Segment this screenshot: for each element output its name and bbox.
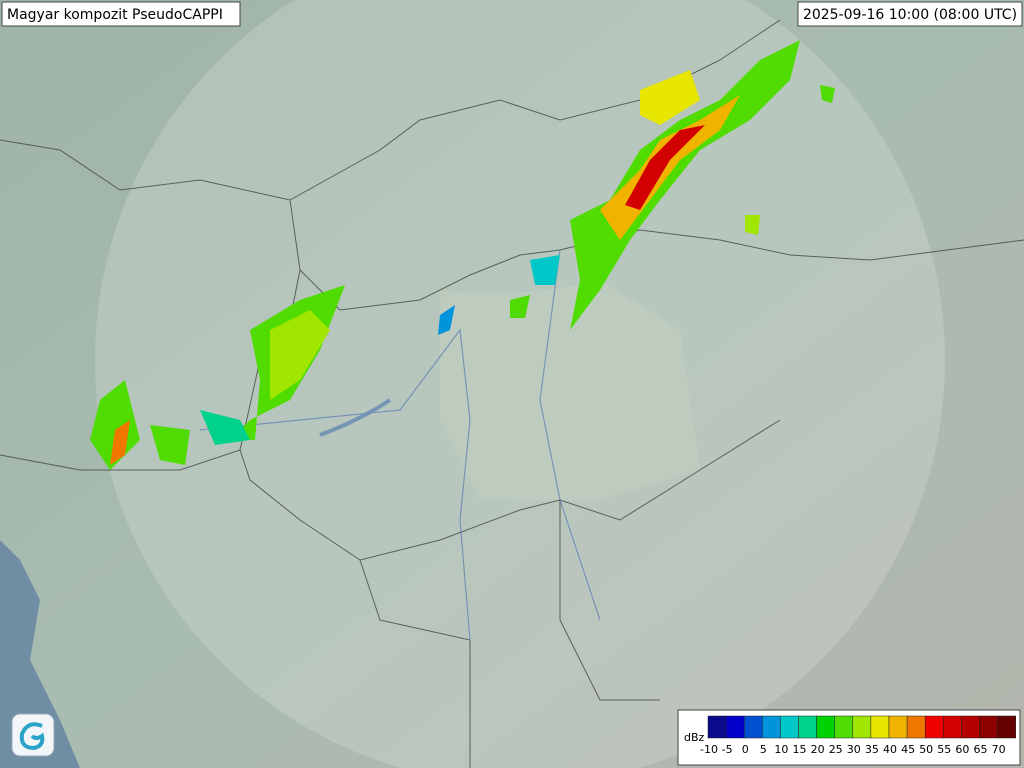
- legend-label: -5: [722, 743, 733, 756]
- sea: [0, 540, 80, 768]
- legend-label: 20: [811, 743, 825, 756]
- legend-label: 60: [955, 743, 969, 756]
- legend-swatch: [743, 715, 763, 739]
- radar-coverage: [95, 0, 945, 768]
- legend-swatch: [762, 715, 781, 739]
- legend-swatch: [798, 715, 817, 739]
- legend-swatch: [852, 715, 872, 739]
- legend-swatch: [707, 715, 727, 739]
- legend-label: 70: [992, 743, 1006, 756]
- legend-label: 40: [883, 743, 897, 756]
- legend-swatch: [780, 715, 799, 739]
- legend-label: 25: [829, 743, 843, 756]
- timestamp-box: [797, 1, 1023, 27]
- legend: -10 -5 0 5 10 15 20 25 30 35 40 45 50 55 60 65 70: [700, 715, 1016, 756]
- legend-label: 0: [742, 743, 749, 756]
- legend-swatch: [997, 715, 1016, 739]
- legend-swatch: [870, 715, 890, 739]
- precipitation: [90, 40, 835, 470]
- legend-label: 55: [937, 743, 951, 756]
- logo: [11, 713, 55, 757]
- plain: [440, 280, 700, 500]
- rivers: [199, 249, 601, 641]
- legend-label: 10: [774, 743, 788, 756]
- legend-label: 65: [974, 743, 988, 756]
- title: Magyar kompozit PseudoCAPPI: [7, 7, 223, 23]
- legend-label: -10: [700, 743, 718, 756]
- legend-swatch: [834, 715, 854, 739]
- legend-swatch: [979, 715, 998, 739]
- title-box: [1, 1, 241, 27]
- legend-label: 15: [793, 743, 807, 756]
- legend-swatch: [924, 715, 944, 739]
- legend-label: 30: [847, 743, 861, 756]
- legend-label: 50: [919, 743, 933, 756]
- legend-swatch: [906, 715, 926, 739]
- timestamp: 2025-09-16 10:00 (08:00 UTC): [803, 7, 1017, 23]
- legend-label: 35: [865, 743, 879, 756]
- legend-label: 5: [760, 743, 767, 756]
- legend-swatch: [888, 715, 908, 739]
- legend-unit: dBz: [684, 731, 705, 744]
- legend-label: 45: [901, 743, 915, 756]
- legend-swatch: [961, 715, 980, 739]
- legend-swatch: [816, 715, 835, 739]
- legend-swatch: [725, 715, 745, 739]
- legend-swatch: [943, 715, 962, 739]
